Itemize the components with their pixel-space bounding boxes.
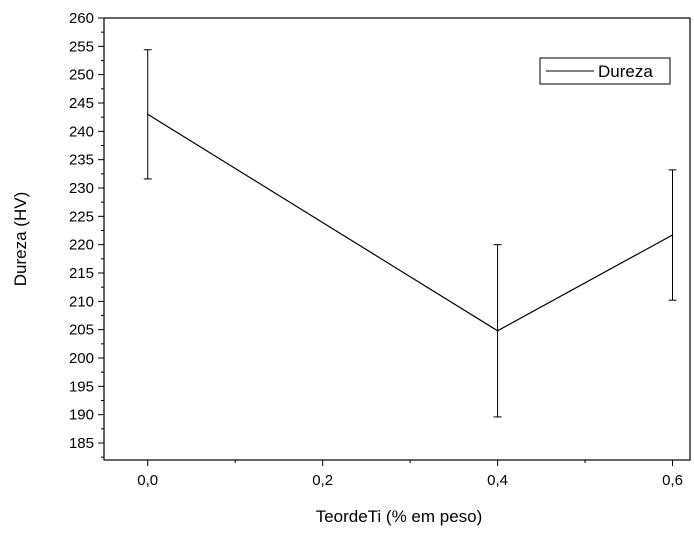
- y-tick-label: 250: [69, 67, 94, 84]
- y-tick-label: 190: [69, 407, 94, 424]
- y-axis-title: Dureza (HV): [11, 192, 30, 286]
- y-tick-label: 260: [69, 10, 94, 27]
- legend-label: Dureza: [598, 62, 653, 81]
- y-tick-label: 215: [69, 265, 94, 282]
- y-tick-label: 205: [69, 322, 94, 339]
- x-tick-label: 0,4: [487, 472, 508, 489]
- y-tick-label: 220: [69, 237, 94, 254]
- x-tick-label: 0,0: [137, 472, 158, 489]
- y-tick-label: 225: [69, 208, 94, 225]
- y-tick-label: 240: [69, 123, 94, 140]
- y-tick-label: 200: [69, 350, 94, 367]
- y-tick-label: 185: [69, 435, 94, 452]
- x-tick-label: 0,6: [662, 472, 683, 489]
- x-tick-label: 0,2: [312, 472, 333, 489]
- data-point: [146, 113, 149, 116]
- y-tick-label: 255: [69, 38, 94, 55]
- y-tick-label: 195: [69, 378, 94, 395]
- y-tick-label: 245: [69, 95, 94, 112]
- y-tick-label: 210: [69, 293, 94, 310]
- y-tick-label: 230: [69, 180, 94, 197]
- x-axis-title: TeordeTi (% em peso): [316, 507, 483, 526]
- data-point: [496, 330, 499, 332]
- x-axis: 0,0 0,2 0,4 0,6: [137, 460, 683, 489]
- y-tick-label: 235: [69, 152, 94, 169]
- series-area: [143, 49, 677, 418]
- series-line-dureza: [147, 113, 673, 332]
- y-axis: 185 190 195 200 205 210 215 220 225 230 235 240 245 2…: [69, 10, 104, 458]
- legend: Dureza: [539, 57, 671, 85]
- data-point: [671, 234, 674, 236]
- plot-frame: [103, 17, 691, 461]
